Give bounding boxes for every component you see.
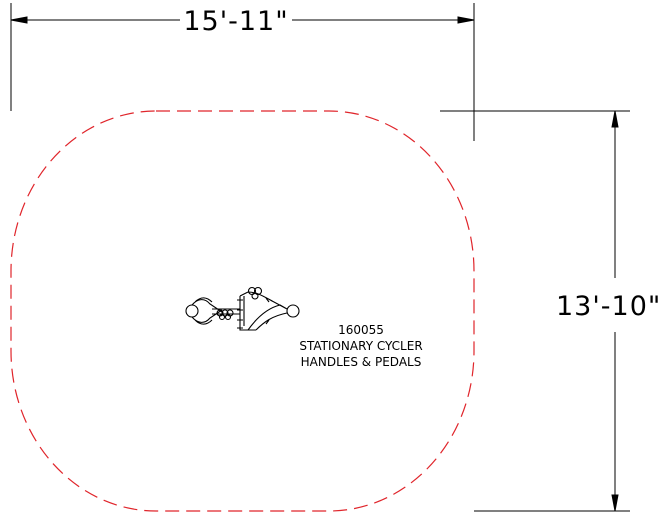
stationary-cycler-symbol <box>185 286 300 331</box>
frame-ticks <box>237 297 270 329</box>
left-pedal-coils <box>216 309 234 321</box>
height-dimension <box>440 110 630 512</box>
right-seat-circle <box>286 304 300 318</box>
main-frame <box>239 291 288 331</box>
top-pedal-coils <box>247 286 263 300</box>
equipment-name-line1: STATIONARY CYCLER <box>299 339 422 353</box>
center-bar <box>212 308 240 315</box>
equipment-name-line2: HANDLES & PEDALS <box>301 355 422 369</box>
left-handle-arms <box>191 297 223 325</box>
width-dimension <box>10 3 475 141</box>
left-seat-circle <box>185 304 199 318</box>
equipment-number: 160055 <box>338 323 384 337</box>
width-dimension-label: 15'-11" <box>183 6 288 37</box>
use-zone-boundary <box>10 110 475 512</box>
width-arrowhead-left <box>10 16 28 24</box>
width-arrowhead-right <box>457 16 475 24</box>
height-arrowhead-top <box>611 110 619 128</box>
height-arrowhead-bottom <box>611 494 619 512</box>
height-dimension-label: 13'-10" <box>556 291 661 322</box>
